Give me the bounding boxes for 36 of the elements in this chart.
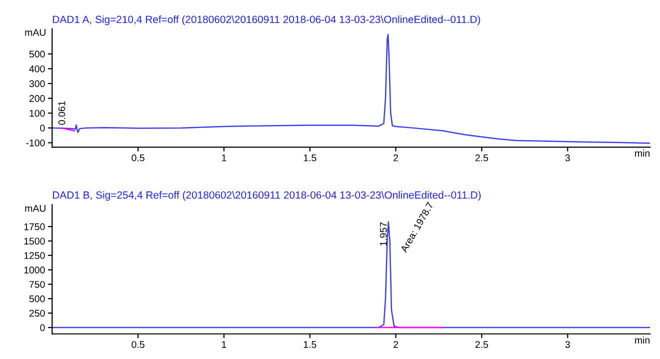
annotation: 0.061 [58,101,66,125]
x-tick-label: 1 [222,341,226,348]
y-tick-label: 1750 [24,223,45,230]
x-tick-label: 0.5 [132,154,144,162]
y-tick-label: 250 [29,310,45,317]
x-tick-label: 3 [565,341,570,348]
y-tick-label: 100 [30,110,45,117]
annotation: 1.957 [380,222,387,246]
x-tick-label: 2 [394,154,398,162]
y-tick-label: 1500 [24,238,45,245]
y-tick-label: 0 [40,324,45,332]
y-tick-label: 1000 [24,266,45,274]
y-tick-label: 0 [40,124,45,132]
y-tick-label: 750 [29,280,45,288]
y-tick-label: 500 [29,295,45,302]
y-tick-label: 1250 [24,252,45,260]
x-axis-title: min [635,150,650,157]
x-tick-label: 1.5 [304,154,316,162]
x-tick-label: 1 [222,154,226,162]
y-axis-title: mAU [25,29,46,36]
y-axis-title: mAU [25,204,46,212]
x-axis-title: min [635,336,650,344]
x-tick-label: 2.5 [475,341,488,348]
y-tick-label: 500 [29,50,45,58]
chart-title: DAD1 A, Sig=210,4 Ref=off (20180602\20160911 2018-06-04 13-03-23\OnlineEdited--011.D) [52,15,480,26]
y-tick-label: -100 [26,139,45,146]
y-tick-label: 400 [29,65,45,72]
x-tick-label: 1.5 [304,341,316,348]
x-tick-label: 2.5 [475,154,488,162]
x-tick-label: 2 [394,341,398,348]
y-tick-label: 200 [29,95,45,102]
chart-title: DAD1 B, Sig=254,4 Ref=off (20180602\20160911 2018-06-04 13-03-23\OnlineEdited--011.D) [52,191,481,201]
y-tick-label: 300 [29,80,45,88]
x-tick-label: 3 [565,154,570,162]
x-tick-label: 0.5 [132,341,144,348]
line-series [52,34,650,144]
